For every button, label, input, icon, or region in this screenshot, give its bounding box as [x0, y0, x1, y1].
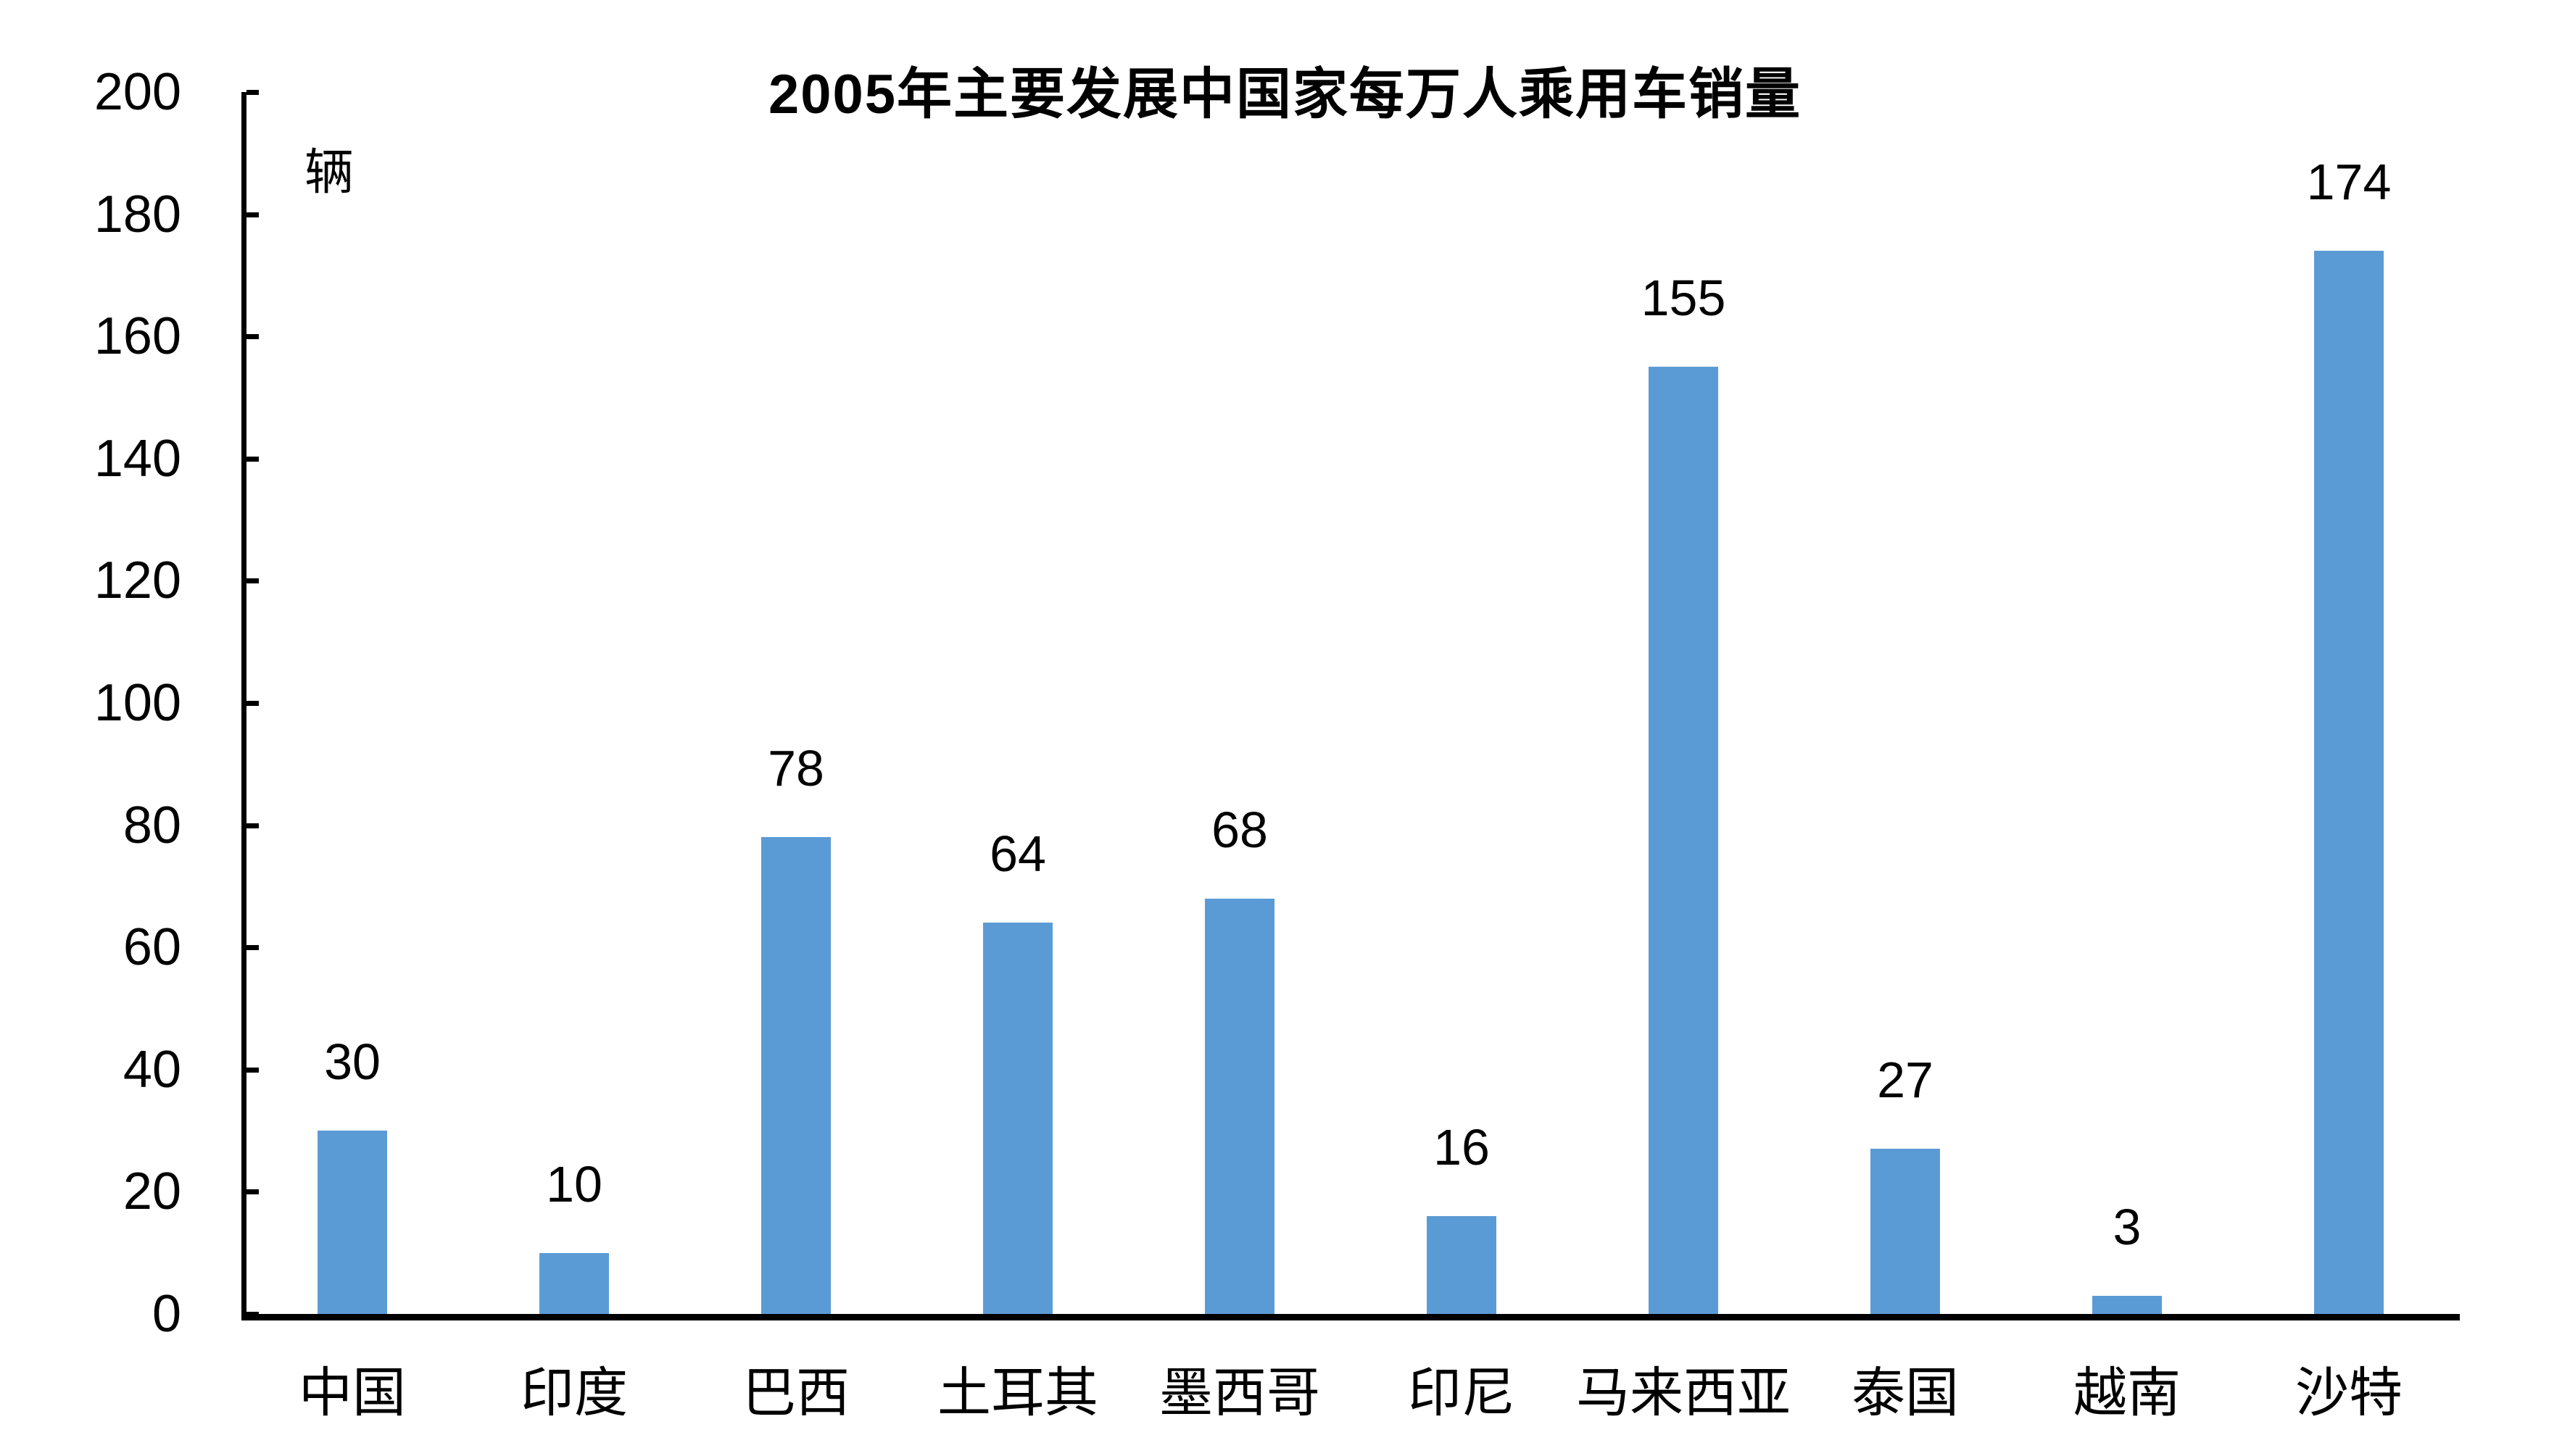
y-axis-tick-label: 120 [94, 552, 181, 610]
bar-value-label: 78 [768, 740, 824, 797]
x-axis-category-label: 墨西哥 [1159, 1364, 1320, 1423]
chart-title: 2005年主要发展中国家每万人乘用车销量 [768, 64, 1802, 125]
y-axis-tick [246, 823, 259, 828]
bar-value-label: 10 [546, 1155, 602, 1212]
y-axis-line [241, 92, 246, 1318]
bar [1649, 367, 1718, 1314]
x-axis-category-label: 沙特 [2295, 1364, 2403, 1423]
bar-value-label: 3 [2113, 1198, 2142, 1255]
bar [1205, 898, 1274, 1314]
y-axis-tick [246, 456, 259, 462]
y-axis-tick-label: 40 [123, 1040, 181, 1099]
y-axis-tick-label: 200 [94, 63, 181, 121]
y-axis-tick [246, 212, 259, 217]
bar [983, 923, 1053, 1314]
bar [761, 837, 831, 1314]
y-axis-tick [246, 945, 259, 951]
x-axis-category-label: 印尼 [1408, 1364, 1515, 1423]
y-axis-tick-label: 80 [123, 796, 181, 854]
y-axis-tick [246, 334, 259, 340]
y-axis-tick-label: 160 [94, 307, 181, 366]
y-axis-tick [246, 701, 259, 706]
x-axis-category-label: 泰国 [1852, 1364, 1959, 1423]
bar [2314, 251, 2384, 1314]
bar-value-label: 68 [1211, 801, 1268, 858]
bar-value-label: 174 [2306, 154, 2392, 211]
y-axis-unit-label: 辆 [304, 145, 355, 200]
x-axis-category-label: 巴西 [742, 1364, 850, 1423]
x-axis-category-label: 马来西亚 [1576, 1364, 1791, 1423]
bar [1870, 1149, 1940, 1314]
y-axis-tick-label: 140 [94, 429, 181, 488]
bar [539, 1252, 609, 1314]
y-axis-tick-label: 0 [152, 1285, 181, 1343]
x-axis-category-label: 土耳其 [937, 1364, 1098, 1423]
y-axis-tick [246, 1189, 259, 1195]
y-axis-tick-label: 20 [123, 1162, 181, 1221]
bar-value-label: 64 [990, 825, 1046, 883]
y-axis-tick [246, 578, 259, 584]
x-axis-category-label: 印度 [521, 1364, 628, 1423]
bar-value-label: 27 [1877, 1052, 1933, 1109]
y-axis-tick [246, 1067, 259, 1073]
y-axis-tick-label: 60 [123, 918, 181, 977]
bar-value-label: 155 [1641, 270, 1726, 327]
bar-value-label: 30 [324, 1033, 381, 1091]
y-axis-tick-label: 100 [94, 674, 181, 732]
x-axis-category-label: 越南 [2073, 1364, 2181, 1423]
bar [2092, 1295, 2162, 1314]
bar-value-label: 16 [1433, 1119, 1490, 1176]
x-axis-category-label: 中国 [299, 1364, 406, 1423]
bar [1427, 1216, 1496, 1314]
x-axis-line [241, 1314, 2460, 1320]
y-axis-tick [246, 90, 259, 95]
bar [318, 1131, 387, 1314]
y-axis-tick-label: 180 [94, 185, 181, 244]
y-axis-tick [246, 1312, 259, 1317]
